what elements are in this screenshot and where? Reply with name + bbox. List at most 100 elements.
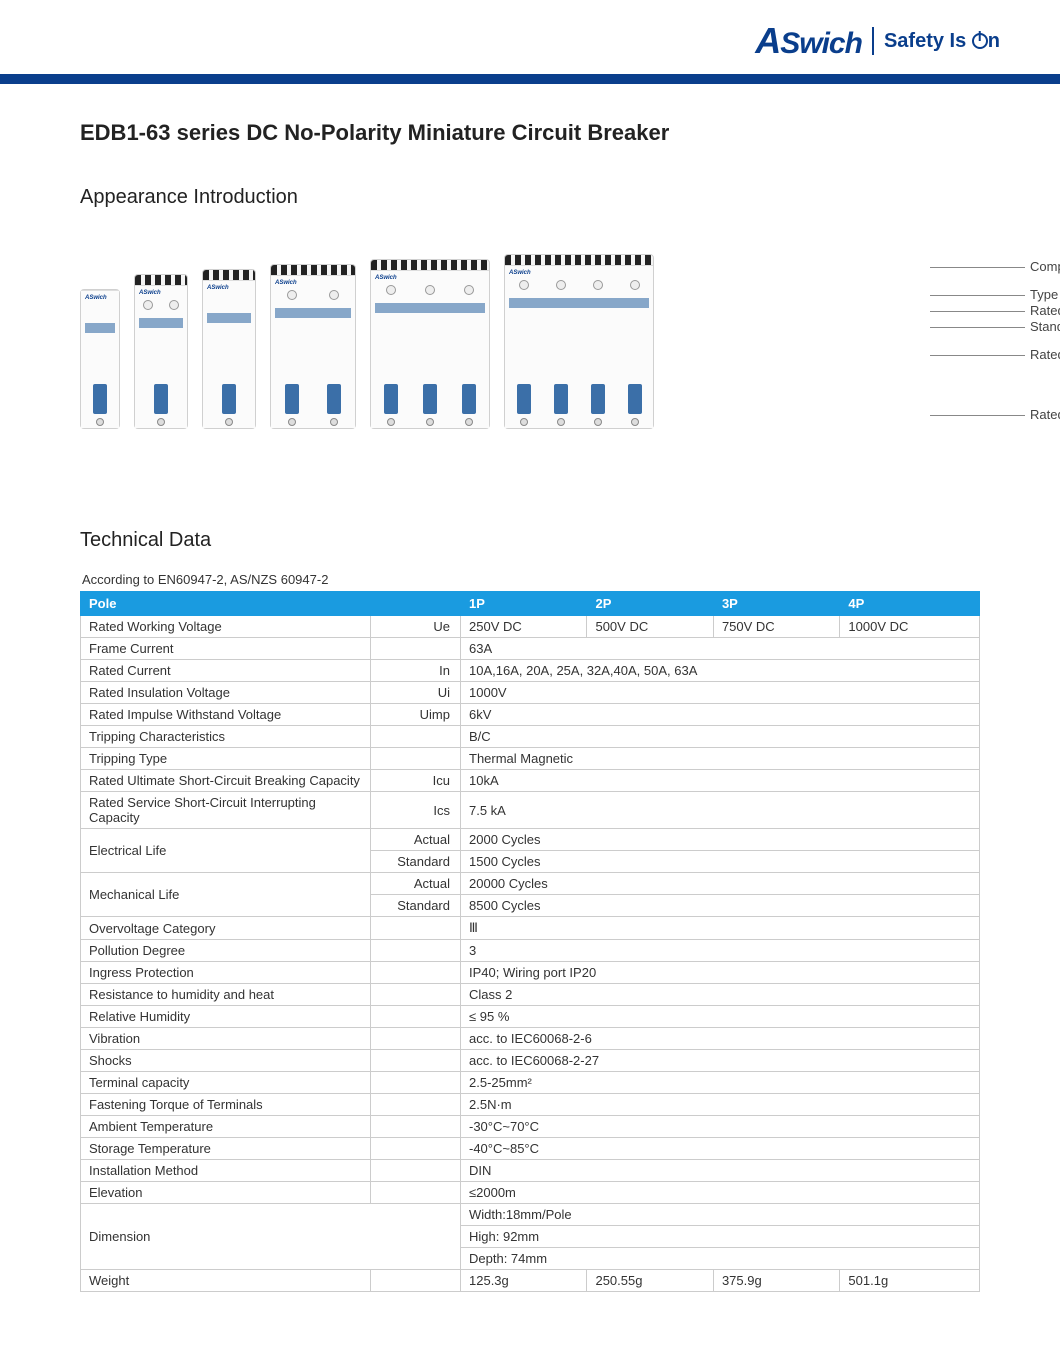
product-lineup: ASwichASwichASwichASwichASwichASwich Com… bbox=[80, 229, 980, 429]
symbol-cell bbox=[371, 917, 461, 940]
param-cell: Pollution Degree bbox=[81, 940, 371, 962]
param-cell: Tripping Type bbox=[81, 748, 371, 770]
symbol-cell: Ue bbox=[371, 616, 461, 638]
callout-rated-current2: Rated current bbox=[990, 407, 1060, 422]
sub-cell: Standard bbox=[371, 895, 461, 917]
section-techdata: Technical Data bbox=[80, 529, 980, 552]
value-cell: 250.55g bbox=[587, 1270, 713, 1292]
param-cell: Rated Ultimate Short-Circuit Breaking Ca… bbox=[81, 770, 371, 792]
param-cell: Terminal capacity bbox=[81, 1072, 371, 1094]
table-row: Pollution Degree 3 bbox=[81, 940, 980, 962]
table-row: DimensionWidth:18mm/Pole bbox=[81, 1204, 980, 1226]
symbol-cell bbox=[371, 940, 461, 962]
value-cell: 1000V bbox=[461, 682, 980, 704]
callout-type: Type bbox=[990, 287, 1058, 302]
value-cell: acc. to IEC60068-2-27 bbox=[461, 1050, 980, 1072]
standards-note: According to EN60947-2, AS/NZS 60947-2 bbox=[82, 572, 980, 587]
symbol-cell bbox=[371, 1028, 461, 1050]
page-title: EDB1-63 series DC No-Polarity Miniature … bbox=[80, 120, 980, 146]
symbol-cell: In bbox=[371, 660, 461, 682]
symbol-cell bbox=[371, 984, 461, 1006]
value-cell: 20000 Cycles bbox=[461, 873, 980, 895]
param-cell: Rated Working Voltage bbox=[81, 616, 371, 638]
param-cell: Elevation bbox=[81, 1182, 371, 1204]
symbol-cell bbox=[371, 1072, 461, 1094]
value-cell: B/C bbox=[461, 726, 980, 748]
value-cell: 1000V DC bbox=[840, 616, 980, 638]
param-cell: Tripping Characteristics bbox=[81, 726, 371, 748]
sub-cell: Actual bbox=[371, 873, 461, 895]
value-cell: 501.1g bbox=[840, 1270, 980, 1292]
table-row: Fastening Torque of Terminals2.5N·m bbox=[81, 1094, 980, 1116]
table-row: Resistance to humidity and heatClass 2 bbox=[81, 984, 980, 1006]
table-row: Shocks acc. to IEC60068-2-27 bbox=[81, 1050, 980, 1072]
callout-rated-voltage: Rated voltage bbox=[990, 347, 1060, 362]
callout-standard: Standard bbox=[990, 319, 1060, 334]
col-3p: 3P bbox=[713, 592, 839, 616]
symbol-cell bbox=[371, 638, 461, 660]
symbol-cell bbox=[371, 1116, 461, 1138]
symbol-cell bbox=[371, 1160, 461, 1182]
logo-block: AASwichSwich Safety Is n bbox=[755, 20, 1000, 62]
table-row: Elevation ≤2000m bbox=[81, 1182, 980, 1204]
value-cell: 10kA bbox=[461, 770, 980, 792]
symbol-cell bbox=[371, 1182, 461, 1204]
table-row: Weight 125.3g250.55g375.9g501.1g bbox=[81, 1270, 980, 1292]
param-cell: Frame Current bbox=[81, 638, 371, 660]
value-cell: acc. to IEC60068-2-6 bbox=[461, 1028, 980, 1050]
power-icon bbox=[972, 33, 988, 49]
value-cell: 63A bbox=[461, 638, 980, 660]
param-cell: Weight bbox=[81, 1270, 371, 1292]
symbol-cell bbox=[371, 1006, 461, 1028]
value-cell: 3 bbox=[461, 940, 980, 962]
symbol-cell: Icu bbox=[371, 770, 461, 792]
value-cell: 125.3g bbox=[461, 1270, 587, 1292]
value-cell: 2.5-25mm² bbox=[461, 1072, 980, 1094]
param-cell: Dimension bbox=[81, 1204, 461, 1270]
value-cell: 750V DC bbox=[713, 616, 839, 638]
param-cell: Rated Service Short-Circuit Interrupting… bbox=[81, 792, 371, 829]
tagline-prefix: Safety Is bbox=[884, 30, 972, 52]
symbol-cell bbox=[371, 1138, 461, 1160]
value-cell: 250V DC bbox=[461, 616, 587, 638]
value-cell: ≤2000m bbox=[461, 1182, 980, 1204]
value-cell: 1500 Cycles bbox=[461, 851, 980, 873]
breaker-3: ASwich bbox=[202, 269, 256, 429]
header-stripe bbox=[0, 74, 1060, 84]
value-cell: 6kV bbox=[461, 704, 980, 726]
value-cell: Thermal Magnetic bbox=[461, 748, 980, 770]
table-row: Rated Ultimate Short-Circuit Breaking Ca… bbox=[81, 770, 980, 792]
param-cell: Ambient Temperature bbox=[81, 1116, 371, 1138]
col-2p: 2P bbox=[587, 592, 713, 616]
symbol-cell bbox=[371, 748, 461, 770]
symbol-cell bbox=[371, 1270, 461, 1292]
table-row: Storage Temperature-40°C~85°C bbox=[81, 1138, 980, 1160]
symbol-cell bbox=[371, 726, 461, 748]
breaker-5: ASwich bbox=[370, 259, 490, 429]
spec-table: Pole1P2P3P4P Rated Working VoltageUe250V… bbox=[80, 591, 980, 1292]
param-cell: Rated Insulation Voltage bbox=[81, 682, 371, 704]
brand-logo: AASwichSwich bbox=[755, 20, 862, 62]
value-cell: 7.5 kA bbox=[461, 792, 980, 829]
sub-cell: Actual bbox=[371, 829, 461, 851]
table-row: Rated Service Short-Circuit Interrupting… bbox=[81, 792, 980, 829]
value-cell: 375.9g bbox=[713, 1270, 839, 1292]
value-cell: IP40; Wiring port IP20 bbox=[461, 962, 980, 984]
table-row: Rated Working VoltageUe250V DC500V DC750… bbox=[81, 616, 980, 638]
symbol-cell: Uimp bbox=[371, 704, 461, 726]
table-row: Mechanical LifeActual20000 Cycles bbox=[81, 873, 980, 895]
breaker-2: ASwich bbox=[134, 274, 188, 429]
page-header: AASwichSwich Safety Is n bbox=[0, 0, 1060, 74]
table-row: Rated CurrentIn10A,16A, 20A, 25A, 32A,40… bbox=[81, 660, 980, 682]
tagline-on: n bbox=[988, 30, 1000, 52]
param-cell: Electrical Life bbox=[81, 829, 371, 873]
param-cell: Fastening Torque of Terminals bbox=[81, 1094, 371, 1116]
callout-rated-current: Rated current bbox=[990, 303, 1060, 318]
breaker-6: ASwich bbox=[504, 254, 654, 429]
callout-company: Company name bbox=[990, 259, 1060, 274]
value-cell: 500V DC bbox=[587, 616, 713, 638]
symbol-cell bbox=[371, 1050, 461, 1072]
param-cell: Ingress Protection bbox=[81, 962, 371, 984]
value-cell: 2000 Cycles bbox=[461, 829, 980, 851]
param-cell: Shocks bbox=[81, 1050, 371, 1072]
